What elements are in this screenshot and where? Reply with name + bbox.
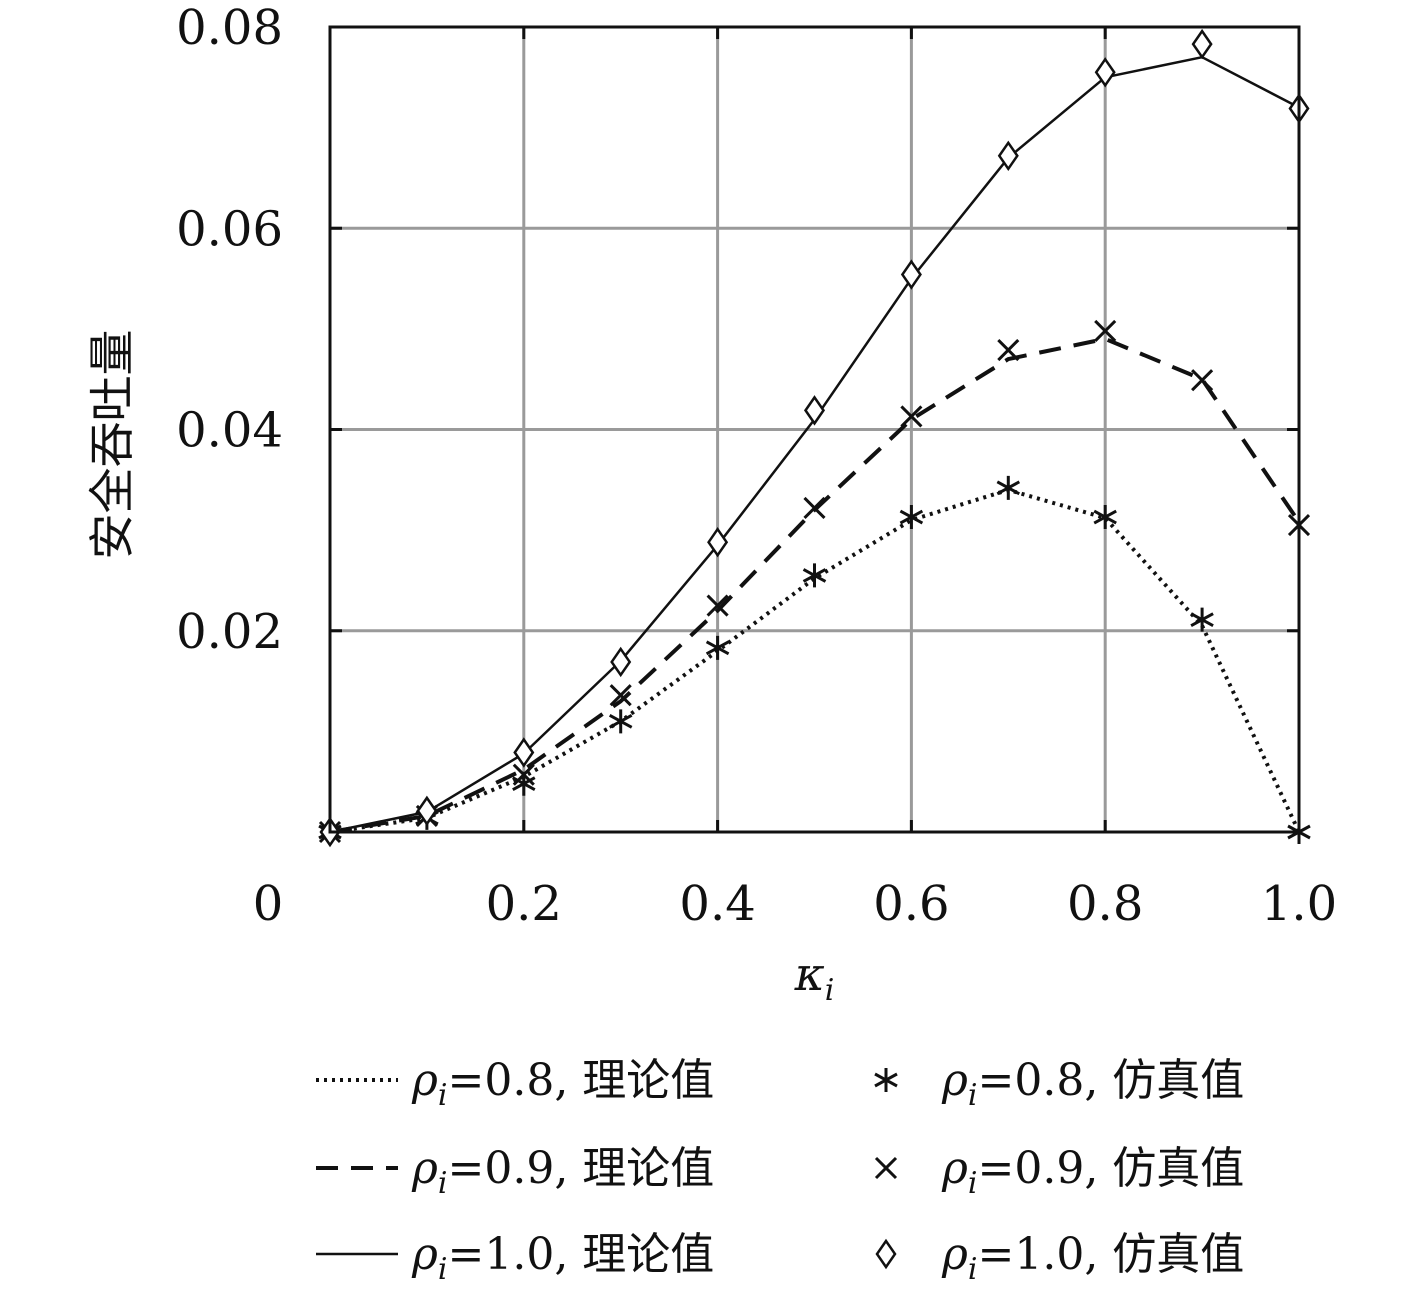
legend-entry-theory: ρi=1.0, 理论值 [411,1229,714,1287]
y-axis-label: 安全吞吐量 [85,330,139,560]
marker-asterisk [1190,607,1214,632]
marker-asterisk [899,505,924,530]
y-tick-label: 0.08 [176,0,283,56]
marker-asterisk [996,475,1021,500]
series-line-2 [329,55,1300,834]
legend-entry-theory: ρi=0.8, 理论值 [411,1055,714,1113]
marker-x [900,405,923,428]
marker-x [609,684,632,707]
marker-diamond [610,646,632,678]
grid [330,27,1299,832]
marker-x [512,763,535,786]
legend-entry-simulation: ρi=1.0, 仿真值 [941,1229,1244,1287]
marker-diamond [803,395,826,426]
legend-marker-diamond [875,1238,897,1270]
marker-x [803,496,826,520]
x-origin-label: 0 [253,876,284,932]
marker-diamond [997,140,1019,171]
marker-asterisk [802,563,827,588]
marker-diamond [1191,28,1213,60]
legend-entry-simulation: ρi=0.8, 仿真值 [941,1055,1244,1113]
y-tick-label: 0.04 [176,403,283,459]
legend: ρi=0.8, 理论值 ρi=0.9, 理论值 ρi=1.0, 理论值 ρi=0.8,… [316,1055,1244,1287]
x-axis-label: κi [794,947,835,1008]
marker-diamond [513,737,535,768]
marker-x [1191,369,1214,392]
marker-asterisk [705,635,730,660]
legend-entry-theory: ρi=0.9, 理论值 [411,1143,714,1201]
legend-entry-simulation: ρi=0.9, 仿真值 [941,1143,1244,1201]
marker-diamond [416,795,438,827]
plot-frame [328,25,1301,834]
legend-marker-asterisk [874,1068,898,1092]
x-tick-label: 0.2 [486,876,562,932]
tick-labels: 0.2 0.4 0.6 0.8 1.0 0.02 0.04 0.06 0.08 [176,0,1337,932]
marker-diamond [1094,57,1116,88]
x-tick-label: 0.8 [1067,876,1143,932]
marker-asterisk [1093,505,1117,530]
y-tick-label: 0.02 [176,604,283,660]
marker-asterisk [608,709,633,734]
x-tick-label: 1.0 [1261,876,1337,932]
marker-diamond [900,259,922,290]
y-tick-label: 0.06 [176,201,283,257]
legend-marker-x [874,1156,898,1180]
series-layer [318,28,1311,848]
marker-x [1094,319,1117,342]
marker-x [706,594,729,617]
marker-x [997,338,1020,362]
marker-diamond [707,527,729,558]
series-line-0 [329,487,1301,834]
x-tick-label: 0.4 [679,876,755,932]
x-tick-label: 0.6 [873,876,949,932]
